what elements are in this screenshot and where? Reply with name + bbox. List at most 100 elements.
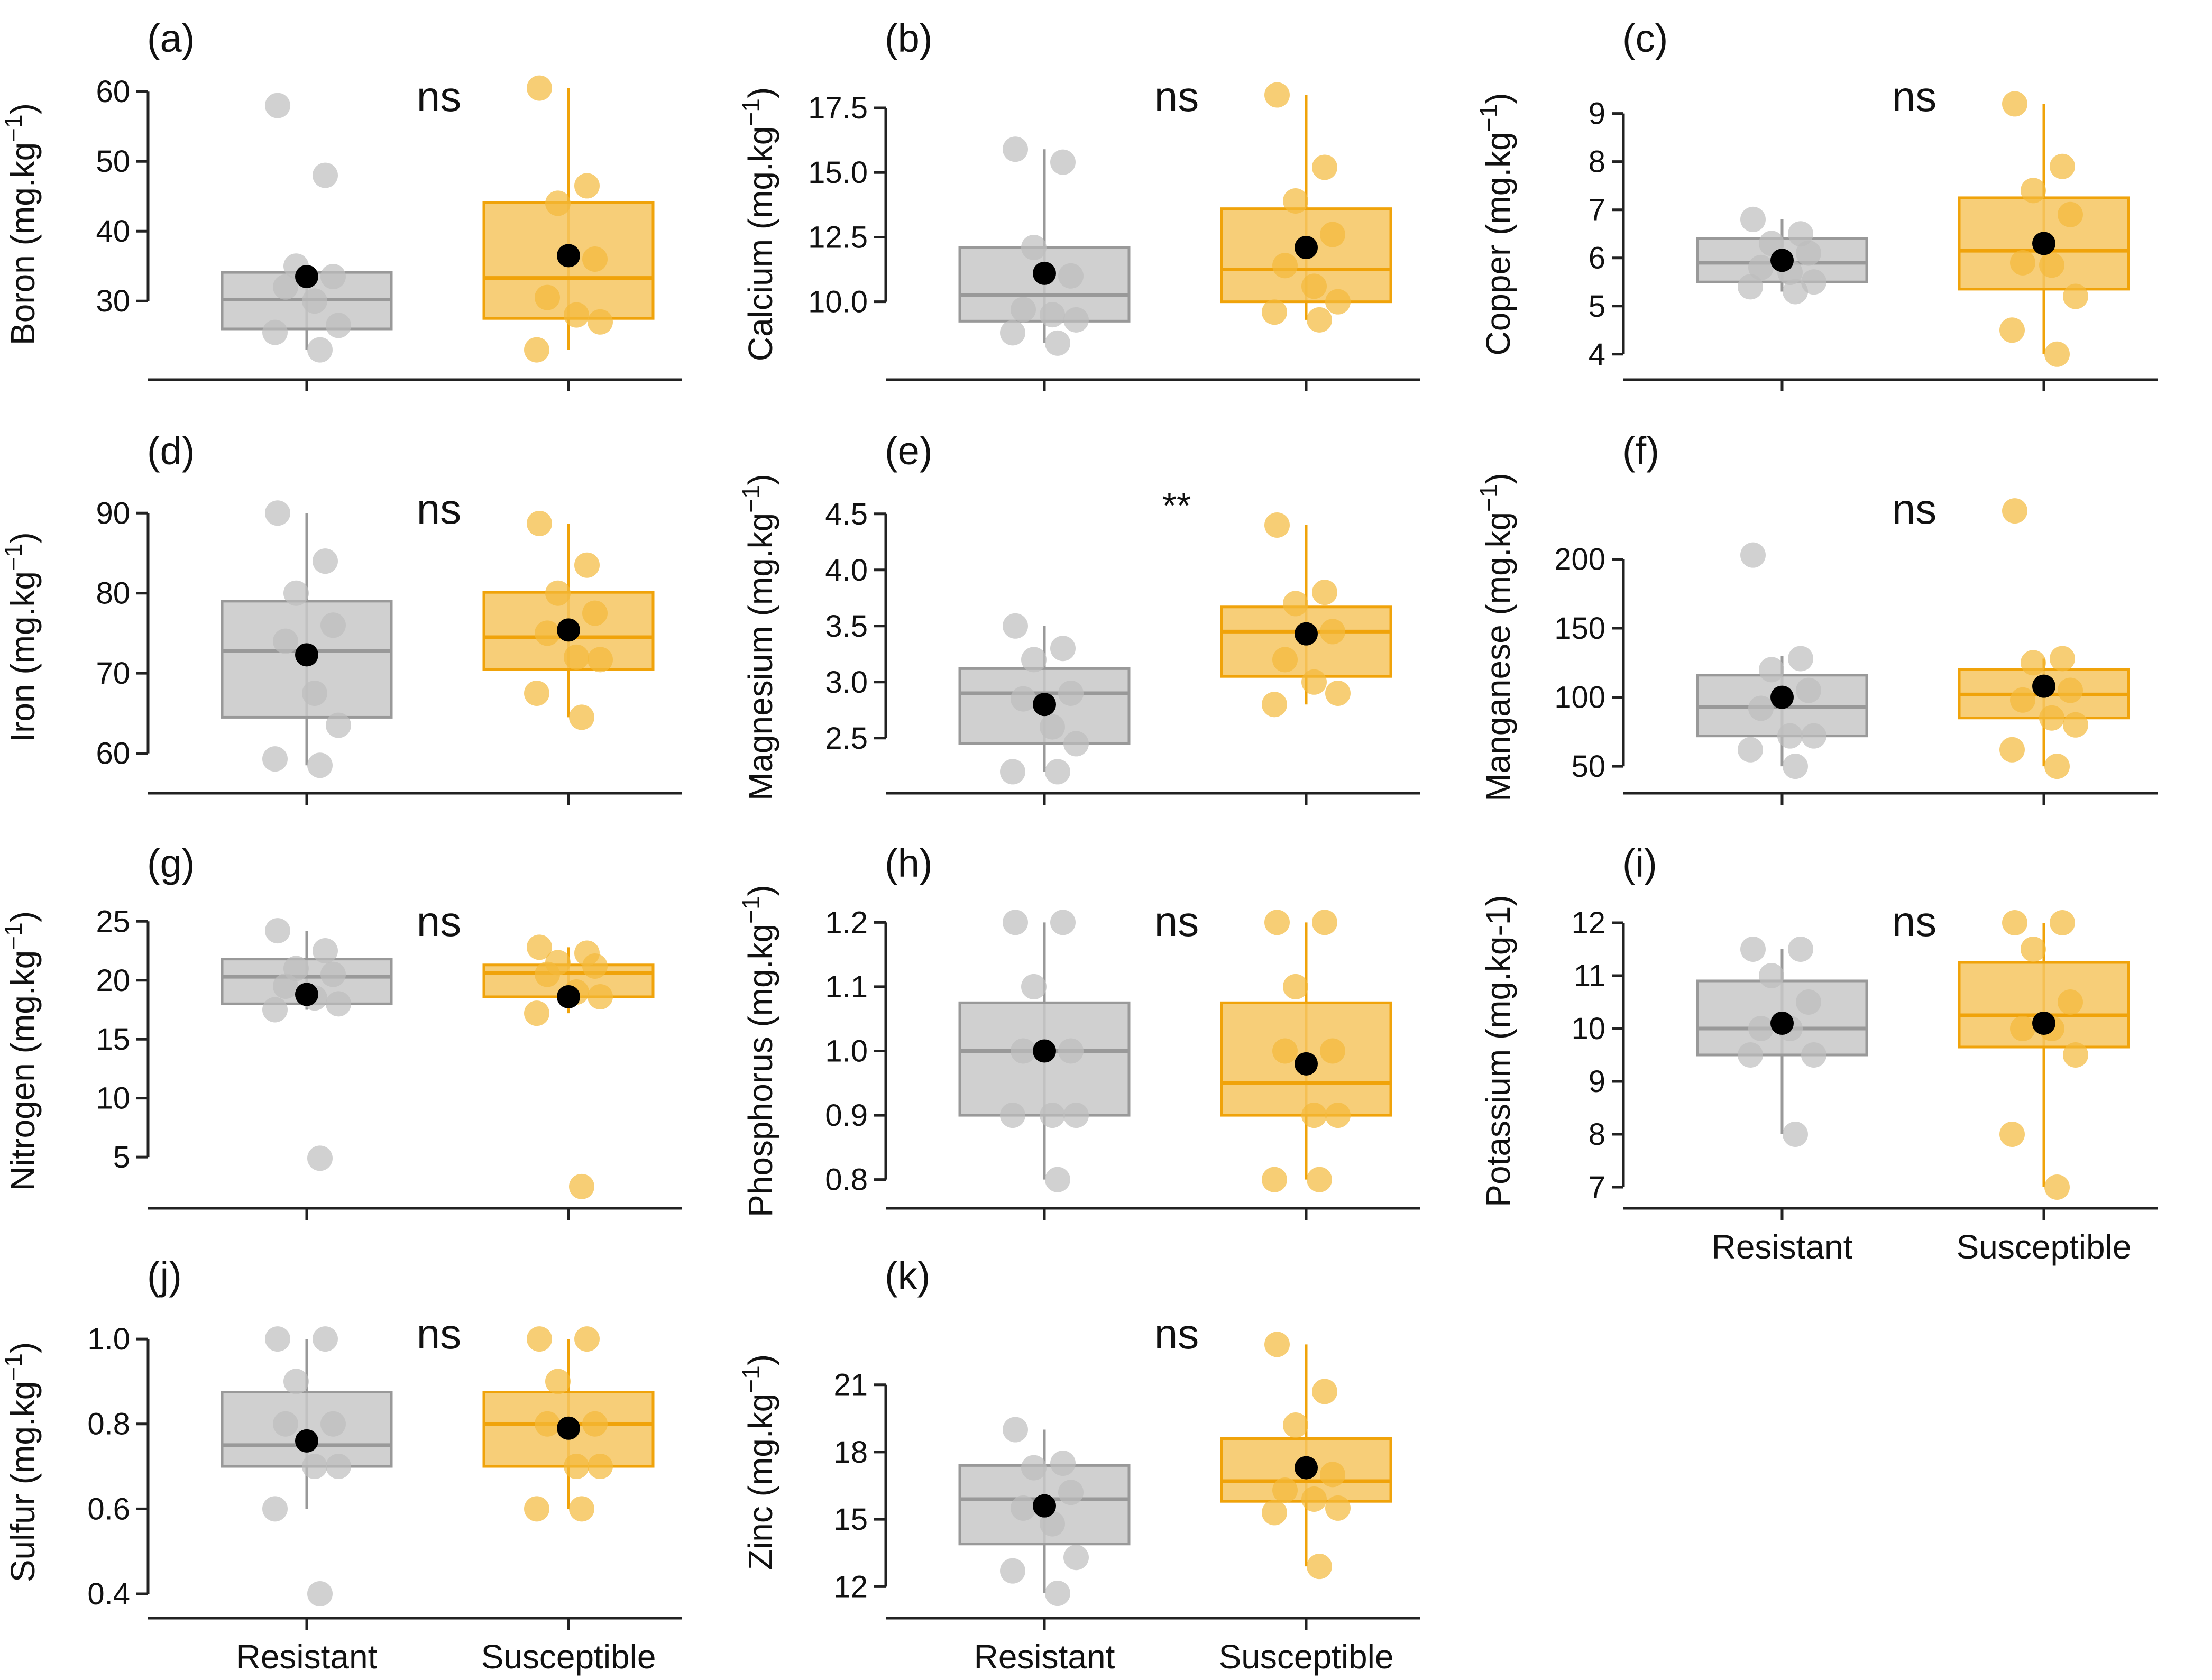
panel-k-resistant-point [1011,1495,1036,1521]
panel-b-significance: ns [1154,73,1199,120]
panel-c-ytick-label: 9 [1589,97,1605,131]
panel-j-xtick-label-susceptible: Susceptible [481,1638,656,1676]
panel-e-susceptible-point [1312,580,1337,605]
panel-d-resistant-point [273,628,298,654]
panel-h-resistant-point [1063,1103,1089,1128]
panel-i-resistant-point [1759,963,1784,988]
panel-b-resistant-mean [1033,261,1056,285]
panel-i-xtick-label-susceptible: Susceptible [1957,1228,2132,1266]
panel-b-susceptible-point [1307,307,1332,333]
panel-f-ytick-label: 150 [1554,611,1605,646]
panel-f-resistant-mean [1770,685,1794,709]
panel-c-label: (c) [1622,16,1668,60]
panel-d-resistant-point [283,580,309,606]
panel-i-resistant-point [1788,937,1813,962]
panel-k: (k) Zinc (mg.kg−1) 12 15 18 21 Resistant Suscep… [737,1254,1420,1676]
panel-h-susceptible-point [1312,910,1337,935]
panel-d-resistant-point [302,681,327,706]
panel-j-resistant-point [326,1454,351,1480]
panel-h-susceptible-point [1283,974,1308,999]
panel-d-susceptible-point [564,644,589,670]
panel-d-susceptible-point [588,647,613,673]
panel-i-resistant-mean [1770,1012,1794,1035]
panel-h-susceptible-point [1307,1167,1332,1192]
panel-k-resistant-point [1021,1455,1047,1481]
panel-k-susceptible-point [1262,1500,1287,1526]
panel-c-susceptible-mean [2032,232,2055,255]
panel-f-resistant-point [1740,542,1766,568]
panel-j-ytick-label: 0.4 [87,1577,130,1611]
panel-c-susceptible-point [2039,252,2064,278]
panel-b-susceptible-point [1264,82,1290,108]
panel-e-resistant-point [1058,681,1084,706]
panel-a-resistant-point [313,162,338,188]
panel-g: (g) Nitrogen (mg.kg−1) 5 10 15 20 25 ns [0,841,682,1220]
panel-f-susceptible-point [1999,737,2025,763]
panel-k-resistant-point [1045,1581,1070,1606]
panel-f-label: (f) [1622,429,1659,473]
panel-b-susceptible-point [1325,289,1351,315]
panel-c-ylabel: Copper (mg.kg−1) [1475,93,1517,355]
panel-g-significance: ns [417,898,462,945]
panel-k-susceptible-point [1264,1332,1290,1357]
panel-f-susceptible-point [2010,687,2035,713]
panel-a-susceptible-point [545,190,571,216]
panel-b-resistant-point [1003,136,1028,162]
panel-b-resistant-point [1063,307,1089,333]
panel-a-resistant-mean [295,265,318,288]
panel-d-resistant-point [326,712,351,738]
panel-g-ytick-label: 20 [96,963,130,998]
panel-i-susceptible-point [2010,1016,2035,1041]
panel-j-resistant-point [302,1454,327,1480]
panel-e-ylabel: Magnesium (mg.kg−1) [737,474,779,801]
panel-h-susceptible-point [1272,1038,1298,1064]
panel-i-susceptible-point [2058,989,2083,1015]
panel-c-susceptible-point [2063,283,2088,309]
panel-d-susceptible-point [574,552,600,578]
panel-b-resistant-point [1000,320,1025,346]
panel-g-resistant-point [273,973,298,999]
panel-h-resistant-point [1040,1103,1065,1128]
panel-k-susceptible-point [1325,1495,1351,1521]
panel-f-resistant-point [1801,723,1826,749]
panel-e-resistant-point [1000,759,1025,785]
panel-k-resistant-mean [1033,1494,1056,1518]
panel-k-ytick-label: 15 [833,1502,868,1537]
panel-e-susceptible-point [1320,619,1345,645]
panel-j-susceptible-point [588,1454,613,1480]
panel-e-susceptible-mean [1295,622,1318,646]
panel-f-susceptible-point [2002,498,2027,524]
panel-f-resistant-point [1777,723,1803,749]
panel-a-label: (a) [147,16,195,60]
panel-b-ytick-label: 17.5 [808,91,868,125]
panel-k-susceptible-point [1272,1477,1298,1503]
panel-k-xtick-label-susceptible: Susceptible [1219,1638,1394,1676]
panel-b-ytick-label: 15.0 [808,155,868,190]
panel-f-ylabel: Manganese (mg.kg−1) [1475,473,1517,802]
panel-k-ylabel: Zinc (mg.kg−1) [737,1354,779,1570]
panel-e-resistant-point [1063,731,1089,757]
panel-c-resistant-point [1738,274,1763,300]
panel-k-resistant-point [1058,1480,1084,1505]
panel-e-resistant-point [1021,647,1047,673]
panel-f-resistant-point [1783,754,1808,779]
panel-i-susceptible-point [2002,910,2027,935]
panel-h-significance: ns [1154,898,1199,945]
panel-i-resistant-point [1783,1122,1808,1147]
panel-e-susceptible-point [1262,692,1287,718]
panel-b-susceptible-point [1272,253,1298,279]
panel-j-susceptible-point [569,1496,594,1522]
panel-d: (d) Iron (mg.kg−1) 60 70 80 90 ns [0,429,682,805]
panel-a-susceptible-mean [557,244,580,268]
panel-j-resistant-point [265,1326,290,1352]
panel-c-susceptible-point [2044,341,2070,367]
panel-k-resistant-point [1063,1545,1089,1571]
panel-j-ylabel: Sulfur (mg.kg−1) [0,1342,42,1582]
panel-i-resistant-point [1748,1016,1774,1041]
panel-f-resistant-point [1796,677,1821,703]
panel-f-susceptible-mean [2032,674,2055,698]
panel-d-resistant-mean [295,643,318,667]
panel-c-susceptible-point [2002,91,2027,117]
panel-k-xtick-label-resistant: Resistant [974,1638,1115,1676]
